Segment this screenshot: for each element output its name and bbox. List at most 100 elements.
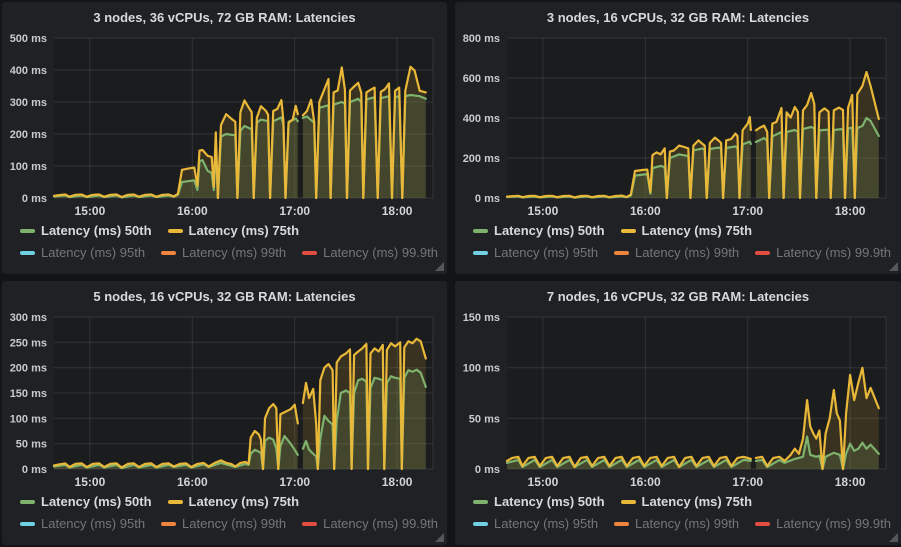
legend-item-50th[interactable]: Latency (ms) 50th (20, 223, 152, 238)
y-tick-label: 100 ms (10, 413, 47, 425)
panel-title[interactable]: 3 nodes, 16 vCPUs, 32 GB RAM: Latencies (546, 10, 810, 25)
series-fill-latency-ms-75th (507, 117, 751, 198)
legend: Latency (ms) 50th Latency (ms) 75th Late… (10, 494, 439, 531)
y-tick-label: 200 ms (10, 363, 47, 375)
panel-3-nodes-36-vcpus: 3 nodes, 36 vCPUs, 72 GB RAM: Latencies … (2, 2, 447, 274)
y-tick-label: 0 ms (475, 193, 500, 205)
series-fill-latency-ms-75th (54, 404, 298, 469)
series-color-swatch (302, 250, 318, 255)
legend-label: Latency (ms) 50th (494, 494, 605, 509)
legend-label: Latency (ms) 99th (182, 245, 287, 260)
legend-label: Latency (ms) 75th (188, 223, 300, 238)
legend-label: Latency (ms) 95th (494, 516, 599, 531)
y-tick-label: 800 ms (463, 33, 500, 45)
panel-title[interactable]: 7 nodes, 16 vCPUs, 32 GB RAM: Latencies (546, 289, 810, 304)
series-color-swatch (161, 250, 177, 255)
panel-7-nodes-16-vcpus: 7 nodes, 16 vCPUs, 32 GB RAM: Latencies … (455, 281, 901, 545)
series-color-swatch (473, 499, 488, 504)
x-tick-label: 17:00 (732, 204, 763, 218)
legend-item-99th[interactable]: Latency (ms) 99th (161, 516, 286, 531)
x-tick-label: 15:00 (75, 475, 106, 489)
series-color-swatch (20, 521, 35, 526)
series-line-latency-ms-75th (505, 115, 752, 200)
legend-item-95th[interactable]: Latency (ms) 95th (473, 516, 598, 531)
series-line-latency-ms-75th (301, 337, 427, 471)
legend-item-50th[interactable]: Latency (ms) 50th (473, 494, 605, 509)
legend-label: Latency (ms) 99th (182, 516, 287, 531)
series-color-swatch (302, 521, 318, 526)
legend-label: Latency (ms) 75th (641, 494, 753, 509)
x-tick-label: 16:00 (630, 204, 661, 218)
x-tick-label: 18:00 (382, 204, 413, 218)
latency-chart[interactable]: 0 ms 50 ms 100 ms 150 ms 200 ms 250 ms 300 ms 1… (10, 309, 439, 491)
plot-area (507, 38, 886, 198)
y-tick-label: 150 ms (463, 312, 500, 324)
legend-item-50th[interactable]: Latency (ms) 50th (20, 494, 152, 509)
legend-item-95th[interactable]: Latency (ms) 95th (20, 516, 145, 531)
legend-label: Latency (ms) 99.9th (776, 516, 891, 531)
legend-label: Latency (ms) 75th (188, 494, 300, 509)
plot-area (54, 38, 433, 198)
legend-item-75th[interactable]: Latency (ms) 75th (167, 494, 300, 509)
y-tick-label: 50 ms (469, 413, 500, 425)
series-color-swatch (167, 499, 183, 504)
legend-item-99th[interactable]: Latency (ms) 99th (614, 245, 739, 260)
legend-item-99.9th[interactable]: Latency (ms) 99.9th (755, 516, 891, 531)
y-tick-label: 300 ms (10, 312, 47, 324)
series-line-latency-ms-75th (754, 366, 880, 471)
legend: Latency (ms) 50th Latency (ms) 75th Late… (463, 494, 893, 531)
legend-label: Latency (ms) 75th (641, 223, 753, 238)
y-tick-label: 100 ms (10, 161, 47, 173)
legend-item-99.9th[interactable]: Latency (ms) 99.9th (302, 516, 438, 531)
series-fill-latency-ms-75th (755, 72, 879, 198)
latency-chart[interactable]: 0 ms 50 ms 100 ms 150 ms 15:00 16:00 17:00 18:0… (463, 309, 893, 491)
legend-item-99th[interactable]: Latency (ms) 99th (614, 516, 739, 531)
legend-item-95th[interactable]: Latency (ms) 95th (473, 245, 598, 260)
latency-chart[interactable]: 0 ms 200 ms 400 ms 600 ms 800 ms 15:00 16:00 17… (463, 30, 893, 220)
panel-resize-handle-icon[interactable] (435, 533, 444, 542)
legend-item-99.9th[interactable]: Latency (ms) 99.9th (302, 245, 438, 260)
series-color-swatch (473, 250, 488, 255)
chart-canvas[interactable]: 0 ms 50 ms 100 ms 150 ms 15:00 16:00 17:00 18:0… (463, 309, 892, 491)
series-line-latency-ms-75th (754, 70, 880, 200)
series-line-latency-ms-75th (52, 99, 299, 200)
x-tick-label: 18:00 (382, 475, 413, 489)
y-tick-label: 200 ms (10, 129, 47, 141)
series-color-swatch (755, 521, 771, 526)
legend-label: Latency (ms) 99.9th (776, 245, 891, 260)
panel-title[interactable]: 5 nodes, 16 vCPUs, 32 GB RAM: Latencies (93, 289, 356, 304)
series-color-swatch (473, 521, 488, 526)
panel-resize-handle-icon[interactable] (889, 533, 898, 542)
chart-canvas[interactable]: 0 ms 200 ms 400 ms 600 ms 800 ms 15:00 16:00 17… (463, 30, 892, 220)
legend-item-95th[interactable]: Latency (ms) 95th (20, 245, 145, 260)
y-tick-label: 300 ms (10, 97, 47, 109)
y-tick-label: 0 ms (22, 464, 47, 476)
legend-item-75th[interactable]: Latency (ms) 75th (620, 223, 753, 238)
series-fill-latency-ms-50th (507, 141, 751, 198)
y-tick-label: 100 ms (463, 363, 500, 375)
x-tick-label: 15:00 (528, 475, 559, 489)
y-tick-label: 600 ms (463, 73, 500, 85)
latency-chart[interactable]: 0 ms 100 ms 200 ms 300 ms 400 ms 500 ms 15:00 1… (10, 30, 439, 220)
y-tick-label: 400 ms (10, 65, 47, 77)
legend: Latency (ms) 50th Latency (ms) 75th Late… (10, 223, 439, 260)
panel-title[interactable]: 3 nodes, 36 vCPUs, 72 GB RAM: Latencies (93, 10, 356, 25)
series-line-latency-ms-75th (505, 455, 752, 469)
panel-resize-handle-icon[interactable] (435, 262, 444, 271)
y-tick-label: 200 ms (463, 153, 500, 165)
chart-canvas[interactable]: 0 ms 50 ms 100 ms 150 ms 200 ms 250 ms 300 ms 1… (10, 309, 439, 491)
legend-item-75th[interactable]: Latency (ms) 75th (167, 223, 300, 238)
legend-label: Latency (ms) 50th (494, 223, 605, 238)
x-tick-label: 17:00 (279, 475, 310, 489)
chart-canvas[interactable]: 0 ms 100 ms 200 ms 300 ms 400 ms 500 ms 15:00 1… (10, 30, 439, 220)
series-fill-latency-ms-75th (755, 367, 879, 469)
x-tick-label: 16:00 (177, 475, 208, 489)
legend-item-99th[interactable]: Latency (ms) 99th (161, 245, 286, 260)
legend-item-99.9th[interactable]: Latency (ms) 99.9th (755, 245, 891, 260)
legend-item-50th[interactable]: Latency (ms) 50th (473, 223, 605, 238)
panel-resize-handle-icon[interactable] (889, 262, 898, 271)
legend-item-75th[interactable]: Latency (ms) 75th (620, 494, 753, 509)
x-tick-label: 15:00 (528, 204, 559, 218)
legend-label: Latency (ms) 50th (41, 223, 152, 238)
